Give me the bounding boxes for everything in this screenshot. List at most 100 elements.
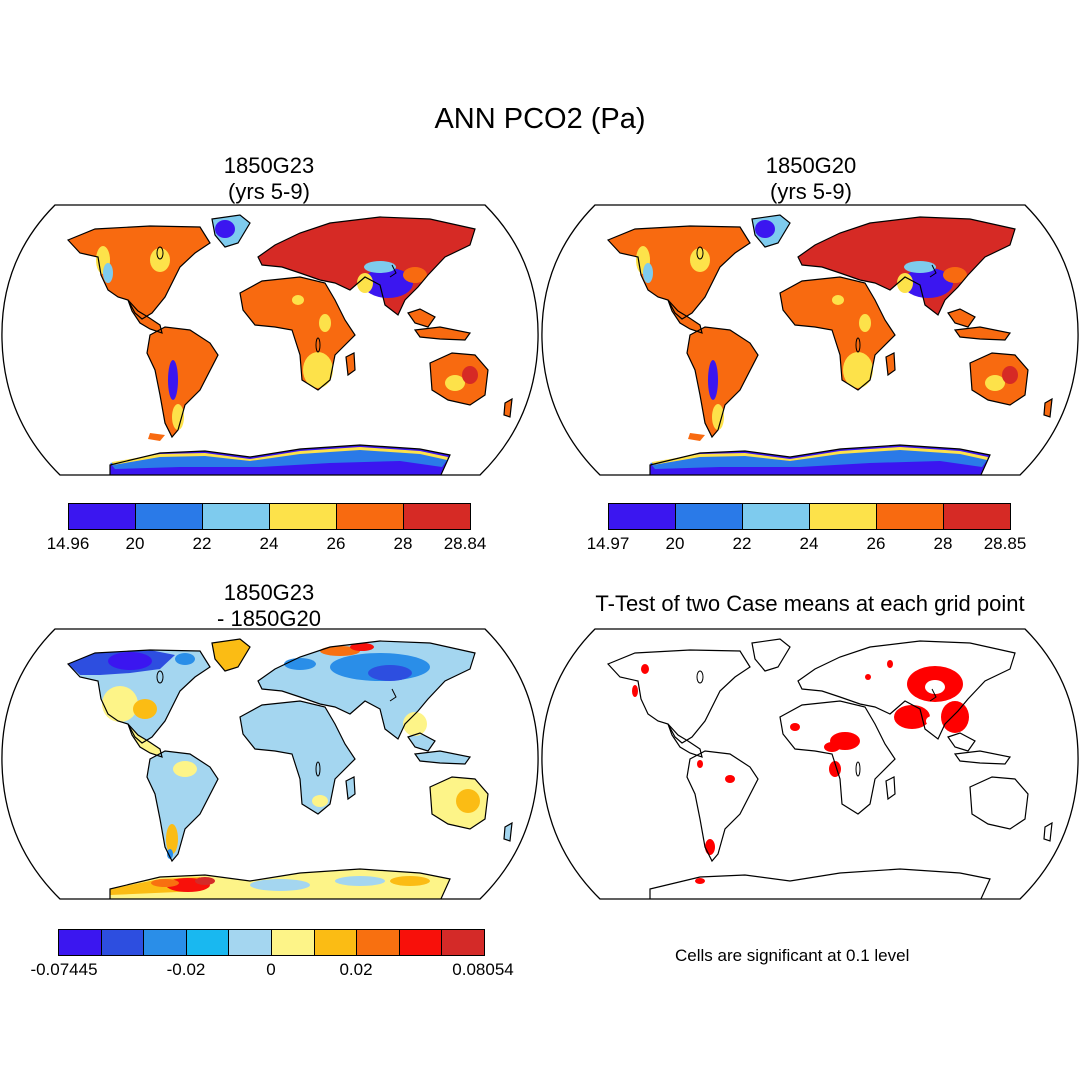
coastline-indonesia	[413, 326, 472, 341]
colorbar-swatch	[337, 504, 404, 529]
case1-colorbar-label: 28	[393, 534, 413, 553]
coastline-newzealand	[1043, 397, 1053, 418]
coastline-camerica	[127, 723, 163, 758]
field-patch	[865, 674, 871, 680]
landmass-greenland	[752, 639, 790, 671]
field-patch	[112, 447, 448, 465]
case1-colorbar	[68, 503, 471, 530]
coastline-eurasia	[797, 640, 1016, 740]
coastline-camerica	[667, 299, 703, 334]
coastline-australia	[429, 776, 489, 830]
field-patch	[697, 760, 703, 768]
field-patch	[250, 879, 310, 891]
field-patch	[641, 664, 649, 674]
map-content	[541, 205, 1079, 475]
map-content	[1, 205, 539, 475]
coastline-camerica	[127, 299, 163, 334]
field-patch	[102, 686, 138, 722]
coastline-samerica	[146, 750, 219, 863]
field-patch	[650, 449, 988, 469]
field-patch	[462, 366, 478, 384]
lake-outline	[315, 337, 321, 353]
field-patch	[943, 267, 967, 283]
colorbar-swatch	[59, 930, 102, 955]
case1-map	[1, 204, 539, 476]
colorbar-swatch	[877, 504, 944, 529]
field-patch	[904, 261, 936, 273]
diff-map	[1, 628, 539, 900]
field-patch	[941, 701, 969, 733]
colorbar-swatch	[357, 930, 400, 955]
field-patch	[456, 789, 480, 813]
case2-colorbar-label: 28	[933, 534, 953, 553]
coastline-madagascar	[345, 776, 356, 801]
field-patch	[335, 876, 385, 886]
coastline-greenland	[211, 214, 251, 248]
coastline-newzealand	[503, 821, 513, 842]
colorbar-swatch	[743, 504, 810, 529]
map-inner	[1, 205, 539, 475]
coastline-antarctica	[649, 444, 991, 475]
field-patch	[319, 314, 331, 332]
case2-colorbar-label: 14.97	[586, 534, 630, 553]
field-patch	[151, 879, 179, 887]
field-patch	[859, 314, 871, 332]
landmass-madagascar	[886, 353, 895, 375]
coastline-seasia	[407, 308, 436, 328]
case2-colorbar-label: 20	[665, 534, 685, 553]
coastline-indonesia	[413, 750, 472, 765]
coastline-newzealand	[1043, 821, 1053, 842]
field-patch	[926, 716, 938, 726]
colorbar-swatch	[270, 504, 337, 529]
field-patch	[403, 712, 427, 736]
case2-title-line1: 1850G20	[765, 153, 857, 178]
landmass-africa	[240, 701, 355, 814]
field-patch	[712, 404, 724, 430]
landmass-greenland	[212, 639, 250, 671]
landmass-antarctica	[650, 869, 990, 899]
lake-outline	[929, 264, 937, 278]
coastline-africa	[239, 700, 356, 815]
field-patch	[843, 352, 873, 388]
landmass-samerica	[147, 751, 218, 861]
coastline-madagascar	[885, 352, 896, 377]
colorbar-swatch	[944, 504, 1010, 529]
colorbar-swatch	[404, 504, 470, 529]
map-frame	[541, 204, 1079, 476]
field-patch	[824, 742, 840, 752]
field-patch	[363, 268, 413, 298]
field-patch	[195, 877, 215, 885]
field-patch	[368, 665, 412, 681]
coastline-antarctica	[109, 868, 451, 899]
lake-outline	[855, 337, 861, 353]
coastline-samerica	[686, 750, 759, 863]
coastline-antarctica	[649, 868, 991, 899]
case1-colorbar-label: 22	[192, 534, 212, 553]
field-patch	[1002, 366, 1018, 384]
field-patch	[172, 404, 184, 430]
landmass-eurasia	[798, 641, 1015, 739]
field-patch	[103, 263, 113, 283]
diff-colorbar	[58, 929, 485, 956]
case1-colorbar-label: 24	[259, 534, 279, 553]
coastline-australia	[969, 776, 1029, 830]
case2-map	[541, 204, 1079, 476]
field-patch	[312, 795, 328, 807]
coastline-greenland	[751, 214, 791, 248]
landmass-samerica	[687, 327, 758, 437]
field-patch	[755, 220, 775, 238]
coastline-madagascar	[345, 352, 356, 377]
coastline-antarctica	[109, 444, 451, 475]
diff-title-line2: - 1850G20	[217, 606, 321, 631]
field-patch	[632, 685, 638, 697]
lake-outline	[389, 688, 397, 702]
case2-colorbar-label: 28.85	[983, 534, 1027, 553]
diff-colorbar-label: -0.02	[166, 960, 206, 979]
colorbar-swatch	[442, 930, 484, 955]
landmass-samerica	[687, 751, 758, 861]
colorbar-swatch	[271, 930, 315, 955]
colorbar-swatch	[229, 930, 272, 955]
diff-colorbar-label: -0.07445	[30, 960, 98, 979]
map-frame	[1, 204, 539, 476]
field-patch	[652, 447, 988, 465]
